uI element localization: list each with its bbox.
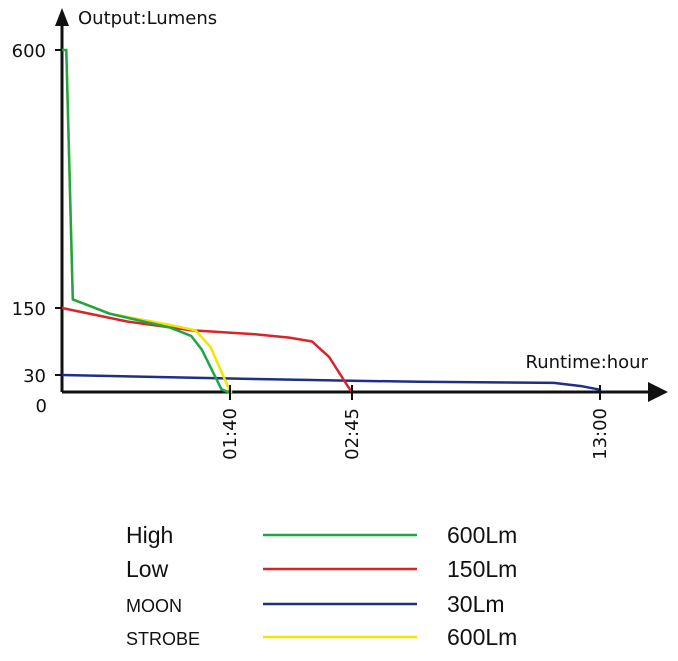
series-line-moon (60, 373, 602, 391)
x-tick-label-02-45: 02:45 (342, 408, 363, 460)
series-line-strobe (65, 48, 233, 394)
legend-value-low: 150Lm (447, 556, 517, 582)
x-tick-label-13-00: 13:00 (590, 408, 611, 460)
y-tick-label-0: 0 (36, 396, 47, 417)
legend-name-moon: MOON (126, 596, 182, 616)
legend: High 600Lm Low 150Lm MOON 30Lm STROBE 600Lm (126, 522, 517, 650)
x-axis-arrow-icon (648, 382, 668, 402)
y-axis-arrow-icon (55, 8, 69, 26)
series-line-low (60, 306, 354, 394)
y-axis-label: Output:Lumens (78, 8, 217, 29)
x-tick-label-01-40: 01:40 (220, 408, 241, 460)
ticks: 600 150 30 0 01:40 02:45 13:00 (12, 41, 611, 460)
legend-name-low: Low (126, 556, 169, 582)
y-tick-label-30: 30 (23, 366, 46, 387)
legend-value-strobe: 600Lm (447, 624, 517, 650)
y-tick-label-600: 600 (12, 41, 46, 62)
legend-value-high: 600Lm (447, 522, 517, 548)
x-axis-label: Runtime:hour (526, 352, 649, 373)
series-line-high (60, 48, 230, 394)
legend-value-moon: 30Lm (447, 591, 505, 617)
legend-name-high: High (126, 522, 173, 548)
axes: Output:Lumens Runtime:hour (55, 8, 668, 402)
legend-name-strobe: STROBE (126, 629, 200, 649)
y-tick-label-150: 150 (12, 299, 46, 320)
series-layer (60, 48, 602, 394)
